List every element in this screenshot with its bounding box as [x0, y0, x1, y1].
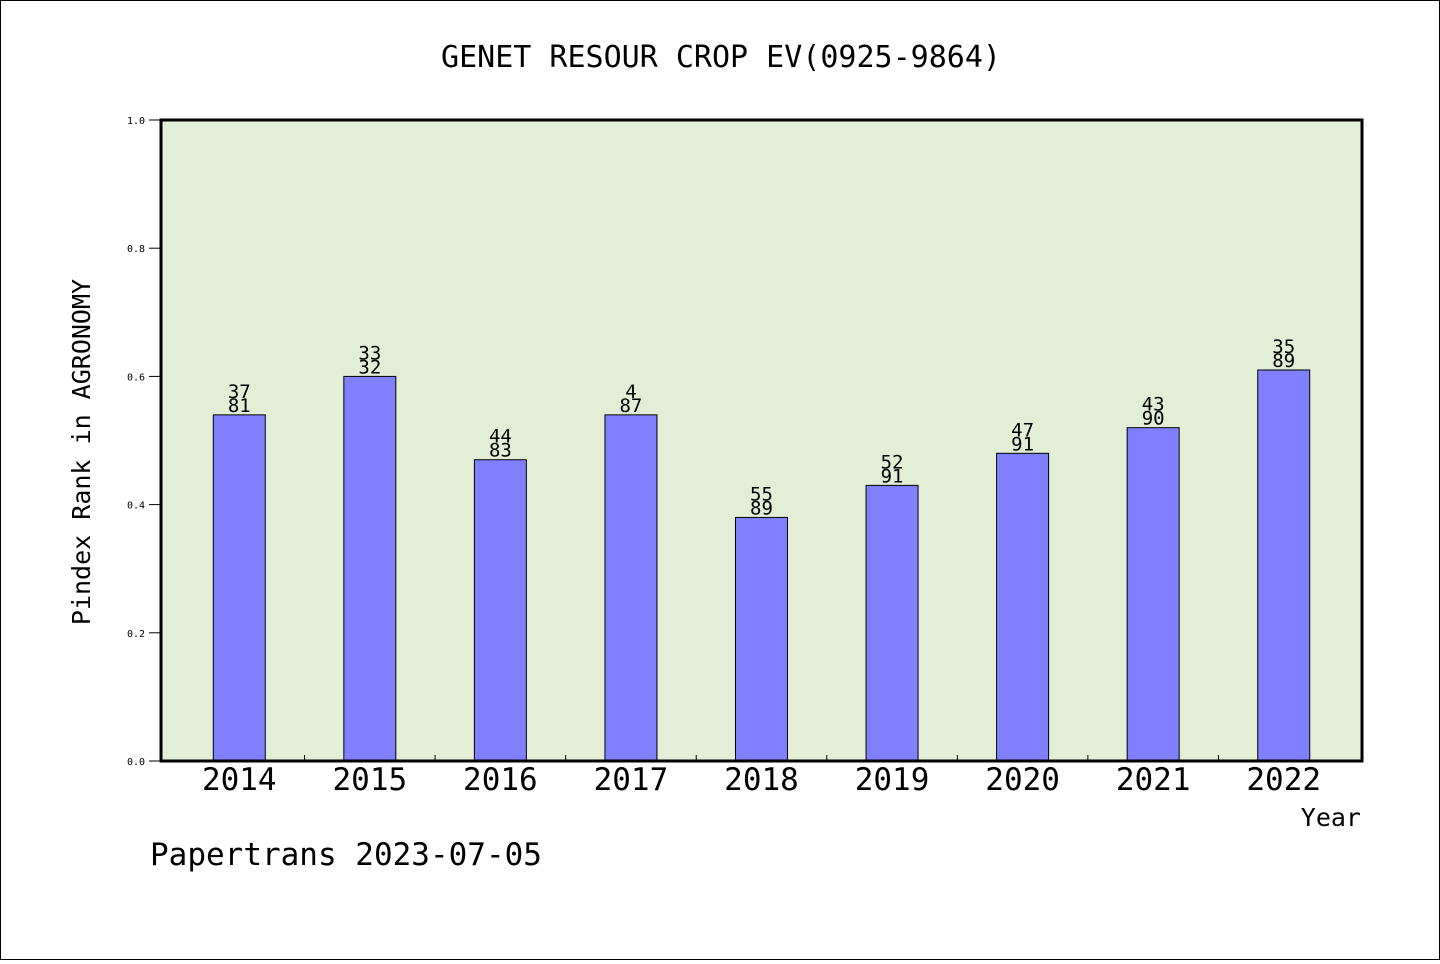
plot-border [159, 118, 1364, 763]
y-tick-label: 0.0 [127, 757, 145, 768]
bar-2014 [212, 414, 266, 762]
bar-2022 [1257, 369, 1311, 762]
y-axis-ticks: 0.0 0.2 0.4 0.6 0.8 1.0 [127, 116, 161, 768]
bar-2016 [473, 459, 527, 762]
footer-credit: Papertrans 2023-07-05 [150, 837, 542, 873]
x-axis-label: Year [1301, 803, 1361, 832]
bar-label-bottom: 91 [1011, 433, 1034, 455]
bar-label-top: 55 [750, 483, 773, 505]
bar-2020 [996, 452, 1050, 762]
bar-2015 [343, 375, 397, 762]
x-tick-label: 2020 [985, 762, 1060, 798]
x-tick-label: 2016 [463, 762, 538, 798]
bar-label-bottom: 91 [881, 465, 904, 487]
y-axis-label: Pindex Rank in AGRONOMY [67, 279, 96, 625]
bar-label-top: 44 [489, 426, 512, 448]
bar-label-top: 35 [1272, 336, 1295, 358]
chart-title: GENET RESOUR CROP EV(0925-9864) [441, 40, 1001, 75]
x-tick-label: 2021 [1116, 762, 1191, 798]
x-tick-label: 2022 [1246, 762, 1321, 798]
y-tick-label: 0.4 [127, 501, 145, 512]
x-tick-label: 2017 [594, 762, 669, 798]
bar-label-bottom: 89 [1272, 350, 1295, 372]
x-tick-label: 2015 [333, 762, 408, 798]
bar-2017 [604, 414, 658, 762]
bar-label-top: 4 [625, 381, 636, 403]
bar-label-top: 37 [228, 381, 251, 403]
x-tick-label: 2014 [202, 762, 277, 798]
bar-label-top: 33 [358, 342, 381, 364]
bar-label-bottom: 83 [489, 440, 512, 462]
bar-label-top: 47 [1011, 419, 1034, 441]
x-tick-label: 2019 [855, 762, 930, 798]
bar-2021 [1126, 427, 1180, 762]
bar-label-top: 52 [881, 451, 904, 473]
bar-label-bottom: 81 [228, 395, 251, 417]
bar-label-bottom: 87 [619, 395, 642, 417]
x-tick-label: 2018 [724, 762, 799, 798]
y-tick-label: 0.6 [127, 372, 145, 383]
y-tick-label: 0.2 [127, 629, 145, 640]
bar-label-bottom: 32 [358, 356, 381, 378]
bar-label-bottom: 89 [750, 497, 773, 519]
bar-series: 3781201433322015448320164872017558920185… [202, 336, 1321, 798]
bar-2019 [865, 484, 919, 762]
y-tick-label: 0.8 [127, 244, 145, 255]
bar-label-top: 43 [1142, 394, 1165, 416]
y-tick-label: 1.0 [127, 116, 145, 127]
bar-2018 [735, 516, 788, 762]
bar-label-bottom: 90 [1142, 408, 1165, 430]
